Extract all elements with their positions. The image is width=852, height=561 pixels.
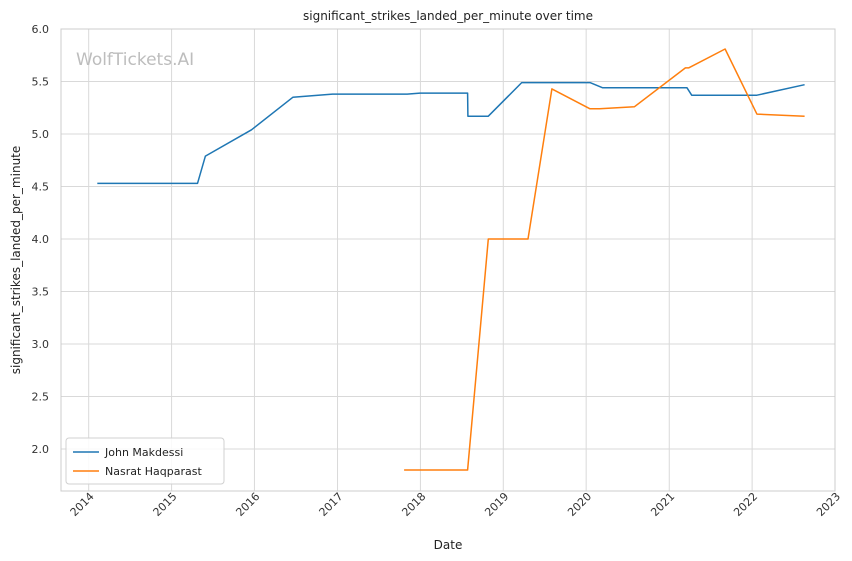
legend-label-0: John Makdessi bbox=[104, 446, 183, 459]
y-tick-label: 3.0 bbox=[32, 338, 50, 351]
legend: John Makdessi Nasrat Haqparast bbox=[65, 437, 225, 485]
x-axis-label: Date bbox=[434, 538, 463, 552]
y-axis-label: significant_strikes_landed_per_minute bbox=[9, 146, 23, 375]
series-lines bbox=[97, 48, 805, 471]
y-tick-label: 4.0 bbox=[32, 233, 50, 246]
y-axis-ticks: 2.0 2.5 3.0 3.5 4.0 4.5 5.0 5.5 6.0 bbox=[32, 23, 50, 456]
plot-area bbox=[61, 29, 835, 491]
series-line-0 bbox=[97, 81, 805, 185]
series-line-1 bbox=[404, 48, 805, 471]
legend-box bbox=[65, 437, 225, 485]
y-tick-label: 6.0 bbox=[32, 23, 50, 36]
y-tick-label: 5.5 bbox=[32, 76, 50, 89]
y-tick-label: 2.0 bbox=[32, 443, 50, 456]
y-tick-label: 3.5 bbox=[32, 286, 50, 299]
y-tick-label: 2.5 bbox=[32, 391, 50, 404]
y-tick-label: 5.0 bbox=[32, 128, 50, 141]
y-tick-label: 4.5 bbox=[32, 181, 50, 194]
legend-label-1: Nasrat Haqparast bbox=[105, 465, 202, 478]
watermark-text: WolfTickets.AI bbox=[76, 50, 194, 70]
plot-frame bbox=[60, 28, 836, 492]
chart-title: significant_strikes_landed_per_minute ov… bbox=[303, 9, 593, 23]
